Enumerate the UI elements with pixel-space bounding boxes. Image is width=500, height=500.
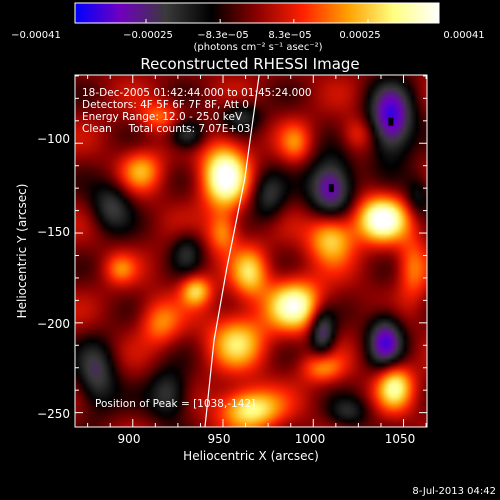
colorbar-units-label: (photons cm⁻² s⁻¹ asec⁻²) <box>193 42 322 53</box>
y-tick-label-neg100: −100 <box>37 132 70 146</box>
colorbar-tick-label-4: 0.00025 <box>339 30 380 41</box>
plot-frame <box>74 74 428 428</box>
y-tick-label-neg250: −250 <box>37 407 70 421</box>
colorbar-tick-label-0: −0.00041 <box>11 30 61 41</box>
colorbar-tick-label-5: 0.00041 <box>443 30 484 41</box>
colorbar-ticks <box>145 19 440 23</box>
solar-limb-line <box>204 75 260 427</box>
heatmap-marks <box>204 75 394 427</box>
annotation-time-range: 18-Dec-2005 01:42:44.000 to 01:45:24.000 <box>82 87 312 99</box>
axis-ticks <box>75 75 427 427</box>
x-tick-label-1050: 1050 <box>385 432 416 446</box>
peak-marker-0 <box>328 184 334 193</box>
colorbar-tick-label-3: 8.3e−05 <box>268 30 311 41</box>
annotation-total-counts: Clean Total counts: 7.07E+03 <box>82 123 251 135</box>
colorbar-tick-label-1: −0.00025 <box>123 30 173 41</box>
x-tick-label-1000: 1000 <box>295 432 326 446</box>
x-axis-label: Heliocentric X (arcsec) <box>183 449 319 463</box>
colorbar-gradient <box>74 2 440 24</box>
annotation-peak-position: Position of Peak = [1038,-142] <box>95 398 255 410</box>
y-tick-label-neg200: −200 <box>37 317 70 331</box>
annotation-energy-range: Energy Range: 12.0 - 25.0 keV <box>82 111 243 123</box>
annotation-detectors: Detectors: 4F 5F 6F 7F 8F, Att 0 <box>82 99 249 111</box>
generation-timestamp: 8-Jul-2013 04:42 <box>412 486 496 497</box>
chart-title: Reconstructed RHESSI Image <box>140 55 359 73</box>
x-tick-label-950: 950 <box>208 432 231 446</box>
plot-area <box>74 74 428 428</box>
colorbar-tick-label-2: −8.3e−05 <box>197 30 249 41</box>
y-tick-label-neg150: −150 <box>37 225 70 239</box>
colorbar: −0.00041 −0.00025 −8.3e−05 8.3e−05 0.000… <box>11 2 485 53</box>
x-tick-label-900: 900 <box>118 432 141 446</box>
y-axis-label: Heliocentric Y (arcsec) <box>15 184 29 319</box>
peak-marker-1 <box>388 117 394 126</box>
